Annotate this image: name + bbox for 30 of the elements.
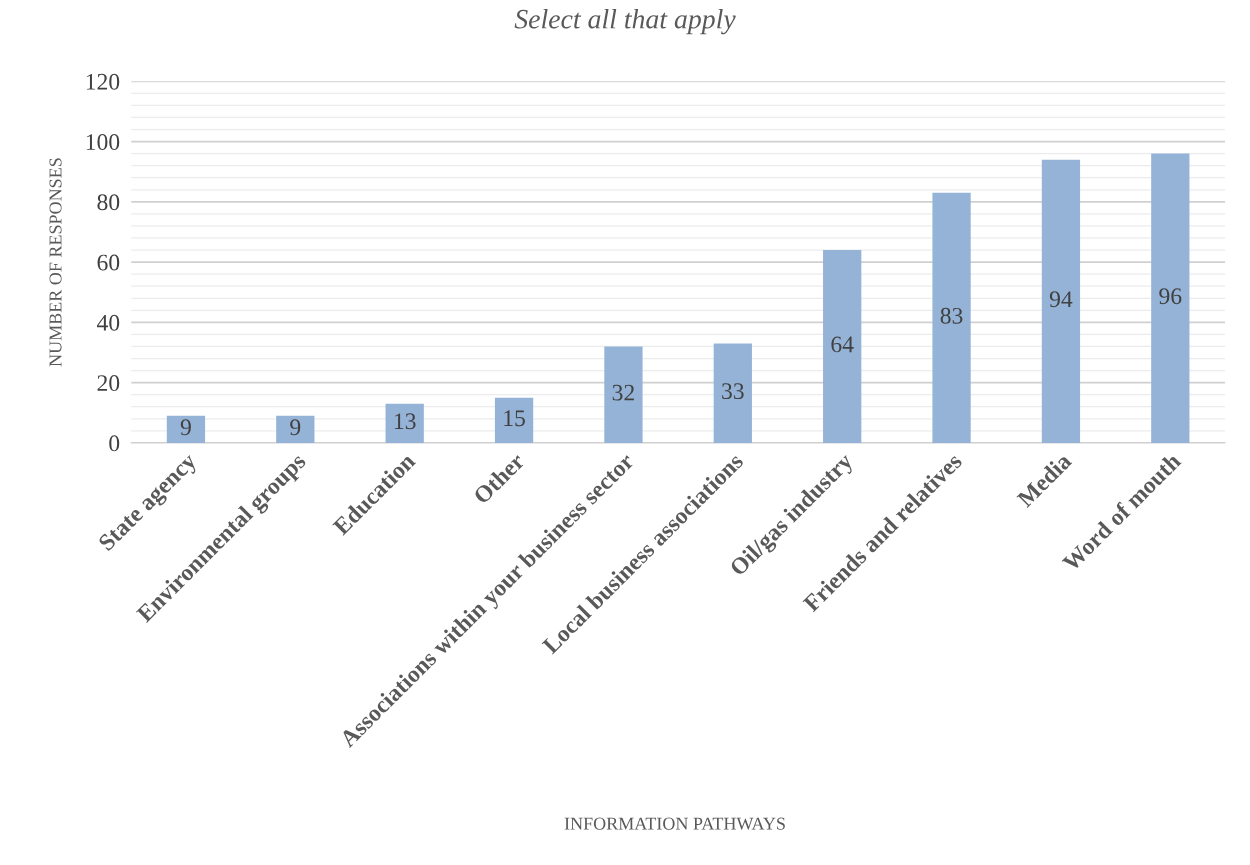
y-tick-label: 0 xyxy=(109,435,120,452)
data-label: 13 xyxy=(394,413,416,430)
data-label: 94 xyxy=(1049,291,1073,308)
data-label: 9 xyxy=(180,419,191,436)
bar xyxy=(276,415,315,443)
bar xyxy=(823,250,862,443)
bar xyxy=(166,415,206,443)
bar xyxy=(604,346,643,443)
y-tick-label: 100 xyxy=(86,134,120,150)
bar xyxy=(1151,153,1190,443)
bar xyxy=(932,192,971,443)
data-label: 33 xyxy=(722,383,744,400)
bar xyxy=(494,397,534,443)
y-tick-label: 120 xyxy=(86,73,120,90)
y-tick-label: 80 xyxy=(97,194,120,211)
data-label: 15 xyxy=(504,410,525,427)
x-axis-title: INFORMATION PATHWAYS xyxy=(564,817,785,830)
bar xyxy=(713,343,752,443)
bar xyxy=(385,403,424,443)
data-label: 83 xyxy=(940,307,963,324)
data-label: 9 xyxy=(290,419,301,436)
y-axis-title: NUMBER OF RESPONSES xyxy=(49,158,62,367)
y-tick-label: 20 xyxy=(97,375,120,392)
bar xyxy=(1041,159,1081,443)
y-tick-label: 60 xyxy=(97,254,120,271)
y-tick-label: 40 xyxy=(96,314,120,331)
chart-title: Select all that apply xyxy=(514,8,736,35)
data-label: 96 xyxy=(1159,288,1182,305)
data-label: 32 xyxy=(612,384,634,401)
data-label: 64 xyxy=(831,336,854,353)
